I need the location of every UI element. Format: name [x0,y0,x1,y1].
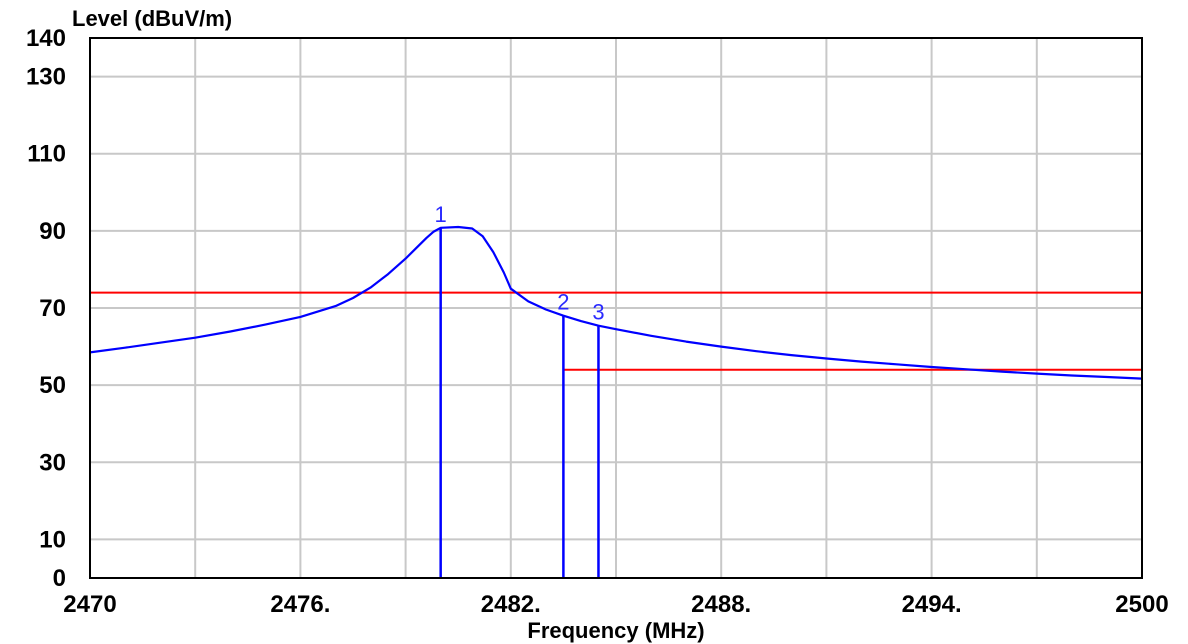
y-tick-label: 10 [39,526,66,553]
y-tick-label: 50 [39,372,66,399]
y-axis-title: Level (dBuV/m) [72,6,232,31]
x-tick-label: 2488. [691,591,751,618]
y-tick-label: 110 [27,141,66,168]
x-tick-label: 2470 [63,591,116,618]
marker-label: 2 [557,290,569,315]
marker-label: 1 [435,202,447,227]
x-axis-ticks: 2470 2476. 2482. 2488. 2494. 2500 [63,591,1168,618]
y-tick-label: 140 [26,25,66,52]
series-layer [89,225,1143,380]
y-axis-ticks: 0 10 30 50 70 90 110 130 140 [26,25,66,592]
x-tick-label: 2494. [902,591,962,618]
marker-label: 3 [592,300,604,325]
y-tick-label: 90 [39,218,66,245]
y-tick-label: 130 [26,64,66,91]
x-tick-label: 2482. [481,591,541,618]
y-tick-label: 70 [39,295,66,322]
series-line [89,225,1143,380]
x-tick-label: 2476. [270,591,330,618]
markers-layer: 1 2 3 [435,202,605,578]
plot-frame [89,37,1143,579]
x-tick-label: 2500 [1115,591,1168,618]
x-axis-title: Frequency (MHz) [527,618,704,643]
y-tick-label: 30 [39,449,66,476]
y-tick-label: 0 [53,565,66,592]
limit-lines [90,291,1142,371]
